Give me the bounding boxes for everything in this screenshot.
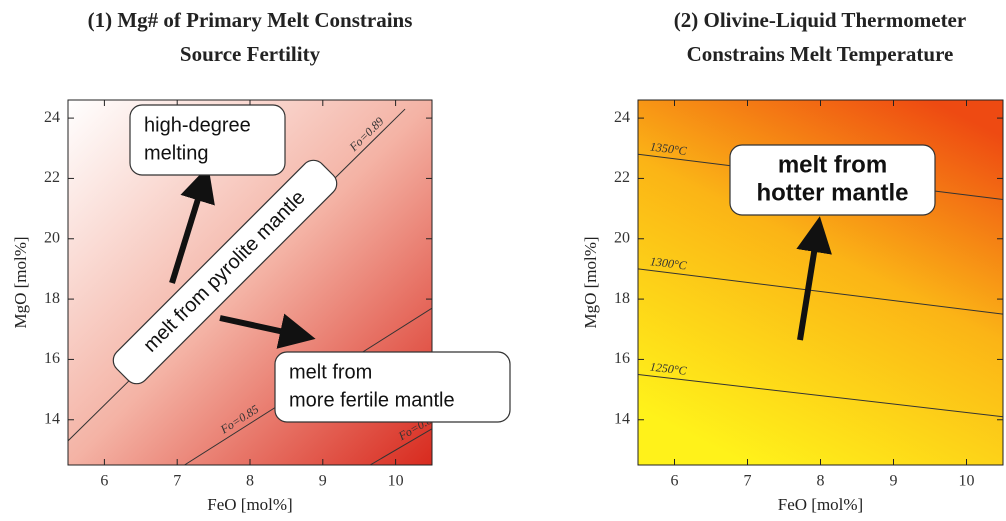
line-label: 1250°C — [649, 360, 688, 378]
annotation-text: melt from — [778, 151, 887, 178]
y-tick-label: 24 — [44, 109, 60, 126]
y-axis-label: MgO [mol%] — [581, 236, 600, 328]
x-tick-label: 8 — [817, 473, 825, 490]
y-tick-label: 20 — [44, 229, 60, 246]
y-tick-label: 22 — [44, 169, 60, 186]
y-tick-label: 18 — [44, 290, 60, 307]
y-tick-label: 20 — [614, 229, 630, 246]
y-tick-label: 16 — [44, 350, 60, 367]
line-label: 1350°C — [649, 140, 688, 159]
y-tick-label: 22 — [614, 169, 630, 186]
x-axis-label: FeO [mol%] — [778, 495, 863, 514]
x-tick-label: 10 — [388, 473, 404, 490]
annotation-box — [112, 159, 338, 385]
chart-title: (2) Olivine-Liquid Thermometer — [674, 8, 966, 32]
line-label: 1300°C — [649, 254, 688, 273]
y-tick-label: 18 — [614, 290, 630, 307]
annotation-text: hotter mantle — [756, 179, 908, 206]
x-tick-label: 6 — [671, 473, 679, 490]
annotation: high-degree melting — [129, 104, 286, 176]
x-tick-label: 9 — [890, 473, 898, 490]
arrow — [796, 216, 832, 341]
y-tick-label: 16 — [614, 350, 630, 367]
x-tick-label: 10 — [959, 473, 975, 490]
y-axis-label: MgO [mol%] — [11, 236, 30, 328]
annotation-text: high-degree — [144, 114, 251, 136]
arrow — [169, 165, 215, 284]
x-tick-label: 7 — [744, 473, 752, 490]
chart-title: Constrains Melt Temperature — [687, 42, 954, 66]
annotation-text: melting — [144, 142, 208, 164]
x-axis-label: FeO [mol%] — [207, 495, 292, 514]
annotation-box — [729, 144, 936, 216]
arrow — [219, 313, 316, 349]
chart-title: (1) Mg# of Primary Melt Constrains — [88, 8, 413, 32]
x-tick-label: 7 — [173, 473, 181, 490]
x-tick-label: 9 — [319, 473, 327, 490]
line — [638, 268, 1003, 315]
line — [638, 374, 1003, 418]
annotation-text: melt from — [289, 361, 372, 383]
y-tick-label: 14 — [614, 410, 630, 427]
annotation-box — [274, 351, 511, 423]
annotation: melt from more fertile mantle — [274, 351, 511, 423]
annotation-box — [129, 104, 286, 176]
y-tick-label: 14 — [44, 410, 60, 427]
x-tick-label: 8 — [246, 473, 254, 490]
y-tick-label: 24 — [614, 109, 630, 126]
annotation-text: more fertile mantle — [289, 389, 455, 411]
chart-title: Source Fertility — [180, 42, 321, 66]
x-tick-label: 6 — [100, 473, 108, 490]
line — [369, 428, 432, 465]
